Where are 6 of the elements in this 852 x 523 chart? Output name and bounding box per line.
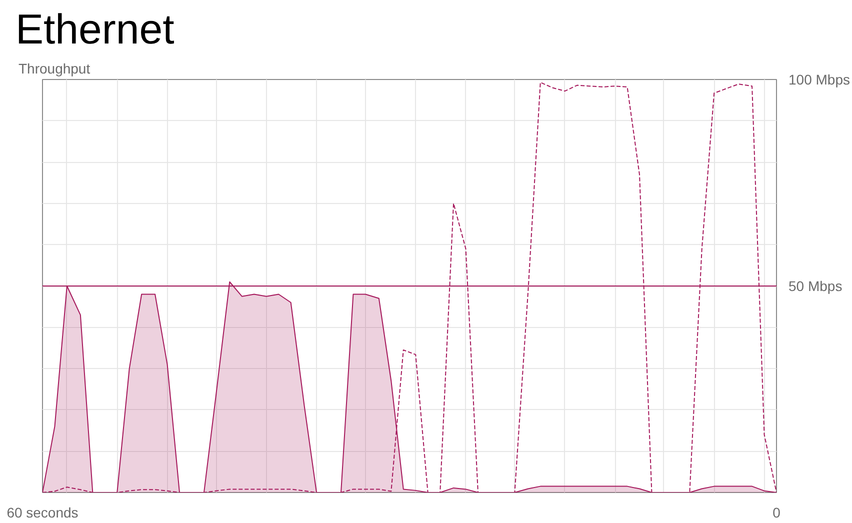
- x-tick-label: 0: [772, 504, 781, 520]
- y-tick-label: 100 Mbps: [788, 72, 850, 88]
- y-axis-title: Throughput: [18, 60, 90, 76]
- chart-title: Ethernet: [16, 6, 175, 52]
- y-tick-label: 50 Mbps: [788, 278, 842, 294]
- x-tick-label: 60 seconds: [6, 504, 78, 520]
